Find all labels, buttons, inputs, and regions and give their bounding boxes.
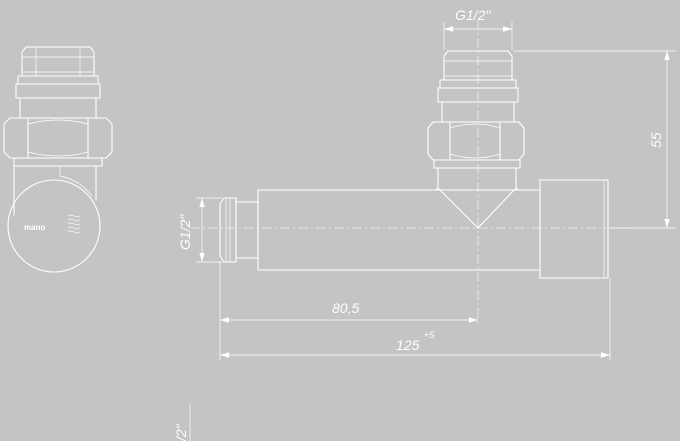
dim-top-thread-label: G1/2" (455, 7, 491, 23)
front-vertical-body (433, 167, 521, 229)
side-view: mano (3, 46, 113, 273)
dim-length-total: 125 +5 (220, 278, 611, 360)
front-side-thread (219, 197, 259, 263)
side-top-nut (15, 46, 101, 119)
dim-top-thread: G1/2" (443, 7, 513, 50)
side-hex-nut (3, 117, 113, 167)
front-view: G1/2" 55 G1/2" 80,5 125 +5 (177, 7, 676, 360)
dim-height-label: 55 (648, 132, 664, 148)
dim-length-inner-label: 80,5 (332, 300, 359, 316)
dim-length-total-tolerance: +5 (424, 330, 435, 340)
logo-text: mano (24, 223, 45, 232)
side-cap: mano (7, 179, 101, 273)
dim-height: 55 (514, 50, 676, 229)
dim-side-thread-label: G1/2" (177, 214, 193, 250)
dim-length-total-label: 125 (396, 337, 420, 353)
dim-length-inner: 80,5 (219, 262, 478, 360)
front-top-nut (437, 50, 519, 123)
partial-dim-label: /2" (173, 423, 189, 441)
front-hex-nut (427, 121, 525, 169)
side-body (13, 165, 97, 216)
dim-side-thread: G1/2" (177, 197, 222, 263)
wave-lines-icon (67, 214, 81, 234)
front-horizontal-body (257, 179, 609, 279)
partial-dim: /2" (173, 404, 191, 441)
